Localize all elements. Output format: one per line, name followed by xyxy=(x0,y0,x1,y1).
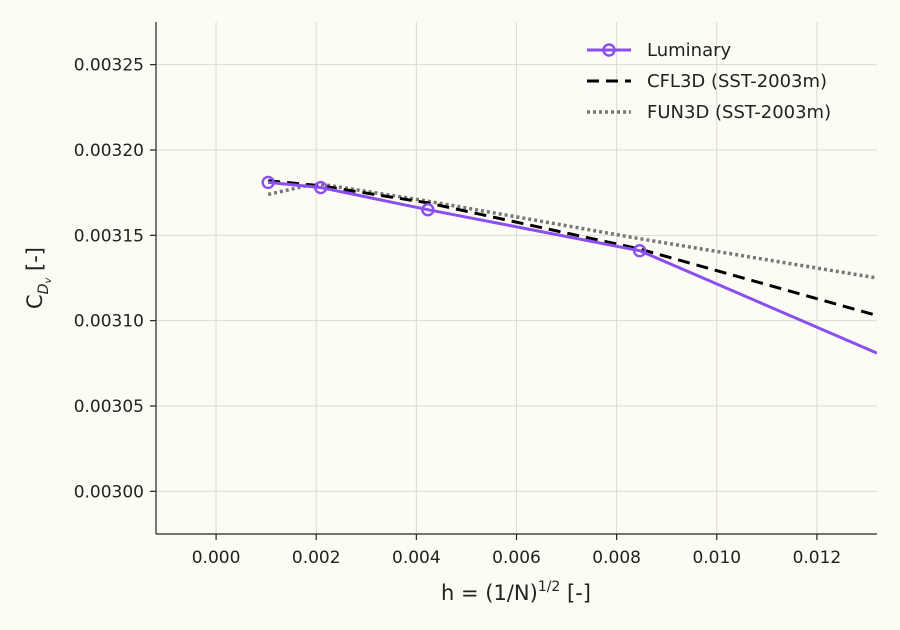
y-tick-label: 0.00310 xyxy=(74,312,144,332)
legend: Luminary CFL3D (SST-2003m) FUN3D (SST-2003… xyxy=(587,40,831,123)
series-line-luminary xyxy=(268,180,877,355)
x-tick-label: 0.000 xyxy=(192,548,241,568)
x-axis-label-tail: [-] xyxy=(560,581,591,605)
y-tick-label: 0.00305 xyxy=(74,397,144,417)
x-tick-label: 0.006 xyxy=(492,548,541,568)
y-axis-label-sub: D xyxy=(36,283,52,294)
x-tick-label: 0.010 xyxy=(692,548,741,568)
data-point-luminary xyxy=(314,180,328,195)
x-tick-label: 0.012 xyxy=(793,548,842,568)
y-tick-label: 0.00300 xyxy=(74,482,144,502)
y-axis-label-main: C xyxy=(23,294,47,309)
x-axis-label: h = (1/N)1/2 [-] xyxy=(441,579,591,605)
legend-marker xyxy=(602,43,616,57)
y-tick-label: 0.00315 xyxy=(74,226,144,246)
data-point-luminary xyxy=(261,175,275,190)
x-tick-label: 0.002 xyxy=(292,548,341,568)
grid xyxy=(156,22,877,534)
y-tick-label: 0.00320 xyxy=(74,141,144,161)
x-axis-label-sup: 1/2 xyxy=(538,579,561,595)
series-line-fun3d-sst-2003m xyxy=(267,182,877,280)
y-ticks: 0.00300 0.00305 0.00310 0.00315 0.00320 0.003… xyxy=(74,56,156,502)
y-axis-label-tail: [-] xyxy=(23,247,47,278)
legend-label-cfl3d-sst-2003m: CFL3D (SST-2003m) xyxy=(647,71,827,92)
legend-label-fun3d-sst-2003m: FUN3D (SST-2003m) xyxy=(647,102,831,123)
x-tick-label: 0.004 xyxy=(392,548,441,568)
legend-label-luminary: Luminary xyxy=(647,40,731,61)
x-axis-label-main: h = (1/N) xyxy=(441,581,538,605)
data-point-luminary xyxy=(421,203,435,217)
data-point-luminary xyxy=(632,243,647,258)
series-layer xyxy=(261,175,877,355)
y-axis-label-subsub: v xyxy=(43,277,54,284)
x-ticks: 0.000 0.002 0.004 0.006 0.008 0.010 0.012 xyxy=(192,534,842,568)
y-tick-label: 0.00325 xyxy=(74,56,144,76)
series-line-cfl3d-sst-2003m xyxy=(268,179,877,317)
x-tick-label: 0.008 xyxy=(592,548,641,568)
y-axis-label: CDv [-] xyxy=(23,247,54,309)
